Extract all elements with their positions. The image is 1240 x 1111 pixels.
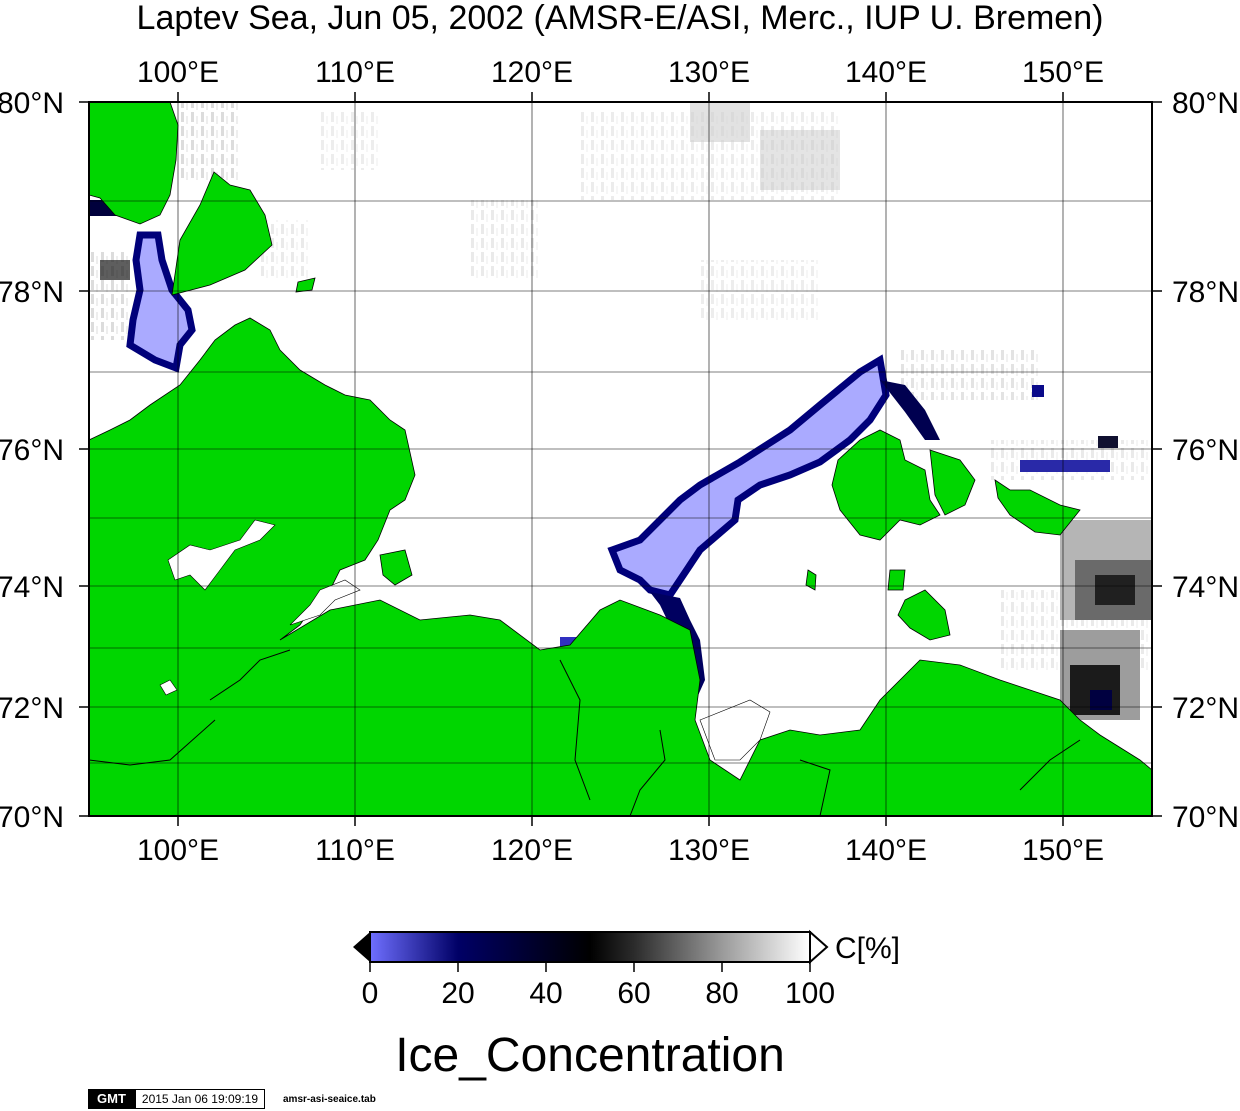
lat-label-left: 76°N [0,434,64,467]
lat-label-left: 80°N [0,87,64,120]
rivers [89,649,1081,816]
lon-label-bottom: 100°E [136,834,220,867]
colorbar-tick-label: 60 [617,977,651,1010]
colorbar-tick-label: 0 [361,977,379,1010]
map-frame [79,92,1162,826]
colorbar [353,929,829,972]
lon-label-top: 150°E [1021,56,1105,89]
lat-label-right: 76°N [1172,434,1240,467]
colorbar-tick-label: 20 [441,977,475,1010]
lon-label-bottom: 130°E [667,834,751,867]
lat-label-left: 74°N [0,571,64,604]
colorbar-tick-label: 40 [529,977,563,1010]
inland-water [159,519,771,761]
lat-label-left: 72°N [0,692,64,725]
lat-label-right: 70°N [1172,801,1240,834]
colorbar-high-arrow [809,929,829,965]
gmt-logo: GMT [88,1089,135,1109]
colorbar-ramp [369,931,811,963]
lat-label-right: 78°N [1172,276,1240,309]
gmt-timestamp: GMT 2015 Jan 06 19:09:19 amsr-asi-seaice… [88,1089,376,1109]
lon-label-top: 100°E [136,56,220,89]
colorbar-tick-label: 100 [784,977,836,1010]
lat-label-left: 70°N [0,801,64,834]
lat-label-left: 78°N [0,276,64,309]
colorbar-tick-label: 80 [705,977,739,1010]
map-area [89,102,1152,816]
lon-label-top: 120°E [490,56,574,89]
source-filename: amsr-asi-seaice.tab [283,1093,376,1105]
graticule [89,102,1152,816]
lon-label-top: 140°E [844,56,928,89]
colorbar-unit: C[%] [835,932,901,965]
lon-label-top: 130°E [667,56,751,89]
colorbar-title: Ice_Concentration [395,1029,785,1082]
lon-label-bottom: 110°E [315,834,395,867]
heavy-ice-east [1020,460,1152,720]
timestamp-text: 2015 Jan 06 19:09:19 [134,1089,265,1109]
lon-label-bottom: 120°E [490,834,574,867]
map-title: Laptev Sea, Jun 05, 2002 (AMSR-E/ASI, Me… [136,0,1104,37]
lat-label-right: 80°N [1172,87,1240,120]
lon-label-bottom: 140°E [844,834,928,867]
lat-label-right: 74°N [1172,571,1240,604]
lat-label-right: 72°N [1172,692,1240,725]
low-ice-noise [90,102,1150,670]
lon-label-top: 110°E [315,56,395,89]
colorbar-low-arrow [353,932,370,962]
lon-label-bottom: 150°E [1021,834,1105,867]
